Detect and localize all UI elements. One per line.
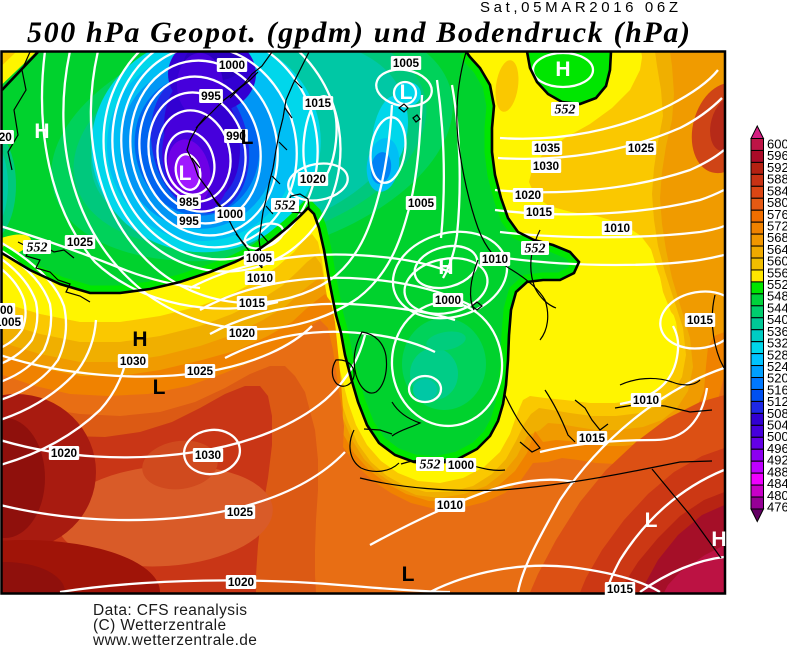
- svg-text:580: 580: [767, 195, 787, 210]
- svg-text:492: 492: [767, 453, 787, 468]
- svg-text:1015: 1015: [687, 313, 714, 327]
- svg-text:L: L: [402, 563, 415, 586]
- svg-text:(C) Wetterzentrale: (C) Wetterzentrale: [93, 617, 227, 634]
- svg-text:500: 500: [767, 429, 787, 444]
- svg-text:1000: 1000: [0, 303, 14, 317]
- svg-text:552: 552: [27, 241, 48, 256]
- svg-text:516: 516: [767, 382, 787, 397]
- svg-text:020: 020: [0, 130, 12, 144]
- svg-text:1010: 1010: [437, 498, 464, 512]
- svg-text:1005: 1005: [0, 315, 22, 329]
- svg-text:528: 528: [767, 347, 787, 362]
- svg-text:1005: 1005: [246, 251, 273, 265]
- svg-text:532: 532: [767, 336, 787, 351]
- svg-text:Sat,05MAR2016 06Z: Sat,05MAR2016 06Z: [480, 0, 678, 16]
- svg-text:L: L: [241, 126, 254, 149]
- svg-text:552: 552: [767, 277, 787, 292]
- svg-text:www.wetterzentrale.de: www.wetterzentrale.de: [92, 632, 257, 645]
- svg-text:1005: 1005: [408, 196, 435, 210]
- svg-text:L: L: [153, 376, 166, 399]
- svg-text:552: 552: [555, 103, 576, 118]
- svg-text:540: 540: [767, 312, 787, 327]
- svg-text:1015: 1015: [607, 582, 634, 596]
- svg-text:1025: 1025: [67, 235, 94, 249]
- svg-text:552: 552: [525, 242, 546, 257]
- svg-text:548: 548: [767, 289, 787, 304]
- svg-text:L: L: [645, 509, 658, 532]
- svg-text:500 hPa Geopot. (gpdm) und Bod: 500 hPa Geopot. (gpdm) und Bodendruck (h…: [27, 16, 690, 49]
- svg-text:568: 568: [767, 230, 787, 245]
- svg-text:1010: 1010: [604, 221, 631, 235]
- svg-text:H: H: [711, 528, 726, 551]
- svg-text:524: 524: [767, 359, 787, 374]
- svg-text:1035: 1035: [534, 141, 561, 155]
- svg-text:488: 488: [767, 464, 787, 479]
- svg-text:L: L: [179, 162, 192, 185]
- svg-text:1005: 1005: [393, 56, 420, 70]
- svg-text:990: 990: [226, 129, 246, 143]
- svg-text:1000: 1000: [448, 458, 475, 472]
- svg-text:1015: 1015: [579, 431, 606, 445]
- svg-text:1000: 1000: [435, 293, 462, 307]
- svg-text:592: 592: [767, 160, 787, 175]
- svg-text:556: 556: [767, 265, 787, 280]
- svg-text:985: 985: [179, 195, 199, 209]
- svg-text:552: 552: [275, 199, 296, 214]
- svg-text:476: 476: [767, 500, 787, 515]
- svg-text:L: L: [400, 81, 413, 104]
- svg-text:1010: 1010: [633, 393, 660, 407]
- svg-text:596: 596: [767, 148, 787, 163]
- svg-text:H: H: [132, 328, 147, 351]
- svg-text:512: 512: [767, 394, 787, 409]
- svg-text:1010: 1010: [247, 271, 274, 285]
- svg-text:1020: 1020: [229, 326, 256, 340]
- svg-text:584: 584: [767, 183, 787, 198]
- svg-text:520: 520: [767, 371, 787, 386]
- svg-text:536: 536: [767, 324, 787, 339]
- svg-text:1015: 1015: [526, 205, 553, 219]
- svg-text:1015: 1015: [239, 296, 266, 310]
- svg-text:1000: 1000: [219, 58, 246, 72]
- svg-text:H: H: [34, 120, 49, 143]
- svg-text:1025: 1025: [628, 141, 655, 155]
- svg-text:560: 560: [767, 254, 787, 269]
- svg-text:1020: 1020: [228, 575, 255, 589]
- svg-text:1000: 1000: [217, 207, 244, 221]
- svg-text:995: 995: [179, 214, 199, 228]
- svg-text:H: H: [555, 58, 570, 81]
- svg-text:496: 496: [767, 441, 787, 456]
- svg-text:1020: 1020: [515, 188, 542, 202]
- svg-text:544: 544: [767, 300, 787, 315]
- svg-text:H: H: [438, 256, 453, 279]
- svg-text:995: 995: [201, 89, 221, 103]
- svg-text:1030: 1030: [195, 448, 222, 462]
- svg-text:572: 572: [767, 219, 787, 234]
- svg-text:1025: 1025: [187, 364, 214, 378]
- svg-text:504: 504: [767, 418, 787, 433]
- svg-text:1020: 1020: [300, 172, 327, 186]
- svg-text:480: 480: [767, 488, 787, 503]
- svg-text:588: 588: [767, 172, 787, 187]
- svg-text:552: 552: [420, 458, 441, 473]
- svg-text:508: 508: [767, 406, 787, 421]
- svg-text:564: 564: [767, 242, 787, 257]
- svg-text:1015: 1015: [305, 96, 332, 110]
- svg-text:1030: 1030: [533, 159, 560, 173]
- svg-text:1010: 1010: [482, 252, 509, 266]
- svg-text:Data: CFS reanalysis: Data: CFS reanalysis: [93, 602, 247, 619]
- svg-text:1020: 1020: [51, 446, 78, 460]
- svg-text:1030: 1030: [120, 354, 147, 368]
- svg-text:1025: 1025: [227, 505, 254, 519]
- svg-text:484: 484: [767, 476, 787, 491]
- svg-text:576: 576: [767, 207, 787, 222]
- svg-text:600: 600: [767, 137, 787, 152]
